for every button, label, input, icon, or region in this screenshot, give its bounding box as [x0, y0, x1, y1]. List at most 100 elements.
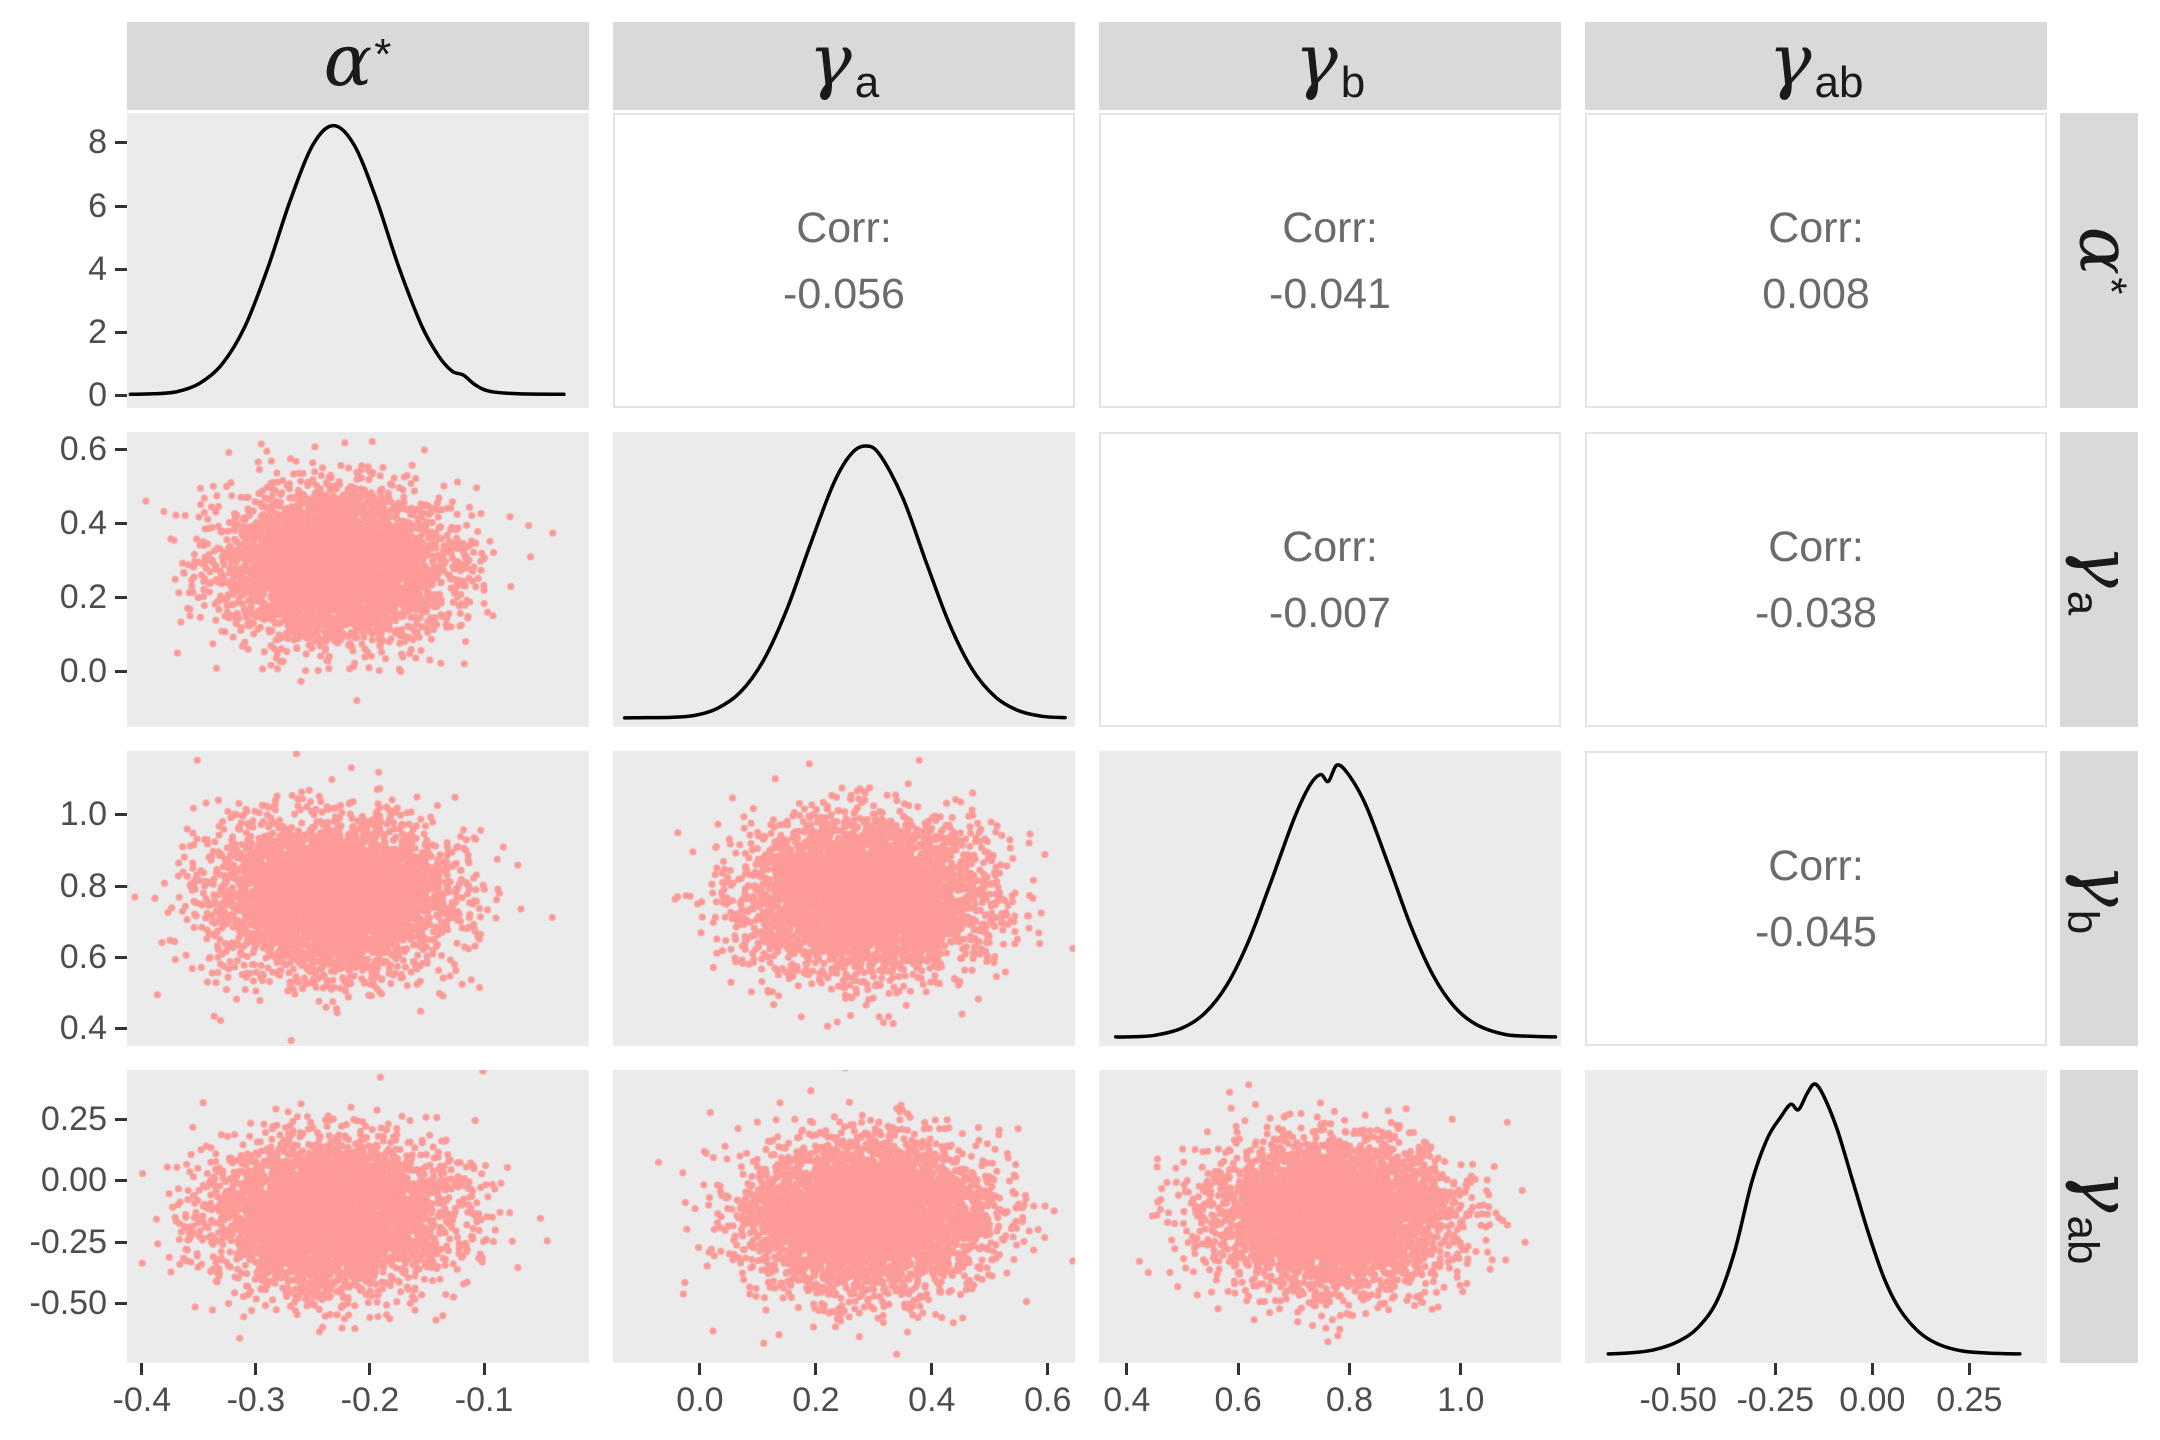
y-tick-label: 1.0: [59, 795, 107, 834]
column-strip-label: γa: [808, 18, 880, 107]
panel-scatter-gamma-b-vs-gamma-a: [613, 751, 1075, 1046]
column-strip-label: γb: [1294, 18, 1366, 107]
panel-density-alpha-star: [127, 113, 589, 408]
x-tick-label: -0.4: [112, 1381, 172, 1419]
x-tick-mark: [1236, 1363, 1240, 1375]
x-tick-mark: [1676, 1363, 1680, 1375]
corr-value: 0.008: [1762, 269, 1870, 318]
corr-label: Corr:: [796, 203, 892, 252]
y-tick-mark: [115, 521, 127, 525]
row-strip-gamma-b: γb: [2057, 751, 2147, 1046]
column-strip-label: γab: [1768, 18, 1864, 107]
x-tick-mark: [1870, 1363, 1874, 1375]
x-tick-mark: [698, 1363, 702, 1375]
y-tick-label: 0.0: [59, 651, 107, 690]
panel-density-gamma-b: [1099, 751, 1561, 1046]
corr-text: Corr: -0.041: [1101, 115, 1559, 406]
panel-corr-gamma-a-gamma-ab: Corr: -0.038: [1585, 432, 2047, 727]
y-tick-mark: [115, 1302, 127, 1306]
corr-label: Corr:: [1768, 522, 1864, 571]
panel-corr-alpha-star-gamma-a: Corr: -0.056: [613, 113, 1075, 408]
y-tick-mark: [115, 393, 127, 397]
x-tick-mark: [1459, 1363, 1463, 1375]
x-tick-label: 0.0: [676, 1381, 724, 1419]
x-tick-label: -0.25: [1736, 1381, 1814, 1419]
scatter-points-canvas: [127, 432, 589, 727]
column-strip-gamma-b: γb: [1099, 22, 1561, 110]
y-tick-mark: [115, 1117, 127, 1121]
y-tick-label: 0.00: [40, 1161, 107, 1200]
x-tick-mark: [1347, 1363, 1351, 1375]
y-tick-label: 2: [88, 312, 107, 351]
panel-corr-gamma-b-gamma-ab: Corr: -0.045: [1585, 751, 2047, 1046]
panel-corr-gamma-a-gamma-b: Corr: -0.007: [1099, 432, 1561, 727]
x-tick-label: 0.00: [1839, 1381, 1906, 1419]
density-curve: [1606, 1082, 2022, 1356]
density-curve: [622, 444, 1067, 720]
y-tick-label: 8: [88, 123, 107, 162]
corr-label: Corr:: [1768, 203, 1864, 252]
corr-value: -0.038: [1755, 588, 1877, 637]
x-tick-label: -0.1: [454, 1381, 514, 1419]
x-tick-mark: [482, 1363, 486, 1375]
corr-value: -0.045: [1755, 907, 1877, 956]
x-tick-label: 0.4: [908, 1381, 956, 1419]
y-tick-label: 0.8: [59, 866, 107, 905]
y-tick-label: 0.4: [59, 1008, 107, 1047]
y-tick-mark: [115, 330, 127, 334]
panel-scatter-gamma-a-vs-alpha-star: [127, 432, 589, 727]
row-strip-label: α*: [2063, 226, 2147, 294]
corr-text: Corr: -0.038: [1587, 434, 2045, 725]
x-tick-mark: [814, 1363, 818, 1375]
y-tick-label: 0.6: [59, 937, 107, 976]
y-tick-label: 0.6: [59, 429, 107, 468]
x-tick-label: -0.2: [340, 1381, 400, 1419]
x-tick-mark: [930, 1363, 934, 1375]
y-tick-mark: [115, 955, 127, 959]
y-tick-mark: [115, 884, 127, 888]
corr-label: Corr:: [1768, 841, 1864, 890]
panel-scatter-gamma-ab-vs-gamma-b: [1099, 1070, 1561, 1363]
density-curve: [128, 123, 566, 397]
y-tick-mark: [115, 141, 127, 145]
x-tick-label: 1.0: [1437, 1381, 1485, 1419]
y-tick-label: 0.4: [59, 503, 107, 542]
corr-label: Corr:: [1282, 203, 1378, 252]
row-strip-label: γa: [2057, 544, 2147, 615]
corr-label: Corr:: [1282, 522, 1378, 571]
row-strip-label: γb: [2057, 863, 2147, 934]
scatter-points-canvas: [1099, 1070, 1561, 1363]
column-strip-alpha-star: α*: [127, 22, 589, 110]
row-strip-label: γab: [2058, 1169, 2148, 1264]
scatter-points-canvas: [613, 751, 1075, 1046]
y-tick-mark: [115, 1240, 127, 1244]
y-tick-label: 6: [88, 186, 107, 225]
row-strip-alpha-star: α*: [2060, 113, 2147, 408]
corr-text: Corr: -0.045: [1587, 753, 2045, 1044]
column-strip-gamma-a: γa: [613, 22, 1075, 110]
panel-scatter-gamma-b-vs-alpha-star: [127, 751, 589, 1046]
x-tick-mark: [368, 1363, 372, 1375]
corr-value: -0.041: [1269, 269, 1391, 318]
y-tick-mark: [115, 1179, 127, 1183]
x-tick-label: 0.6: [1214, 1381, 1262, 1419]
y-tick-mark: [115, 813, 127, 817]
x-tick-label: 0.2: [792, 1381, 840, 1419]
y-tick-label: -0.50: [29, 1284, 108, 1323]
y-tick-mark: [115, 447, 127, 451]
y-tick-label: 0.25: [40, 1099, 107, 1138]
row-strip-gamma-ab: γab: [2058, 1070, 2148, 1363]
row-strip-gamma-a: γa: [2057, 432, 2147, 727]
x-tick-label: -0.3: [226, 1381, 286, 1419]
scatter-points-canvas: [127, 1070, 589, 1363]
y-tick-label: 0: [88, 375, 107, 414]
y-tick-mark: [115, 1026, 127, 1030]
y-tick-mark: [115, 204, 127, 208]
y-tick-label: 0.2: [59, 577, 107, 616]
corr-text: Corr: -0.007: [1101, 434, 1559, 725]
y-tick-mark: [115, 595, 127, 599]
x-tick-mark: [140, 1363, 144, 1375]
panel-corr-alpha-star-gamma-ab: Corr: 0.008: [1585, 113, 2047, 408]
scatter-points-canvas: [127, 751, 589, 1046]
x-tick-mark: [1773, 1363, 1777, 1375]
